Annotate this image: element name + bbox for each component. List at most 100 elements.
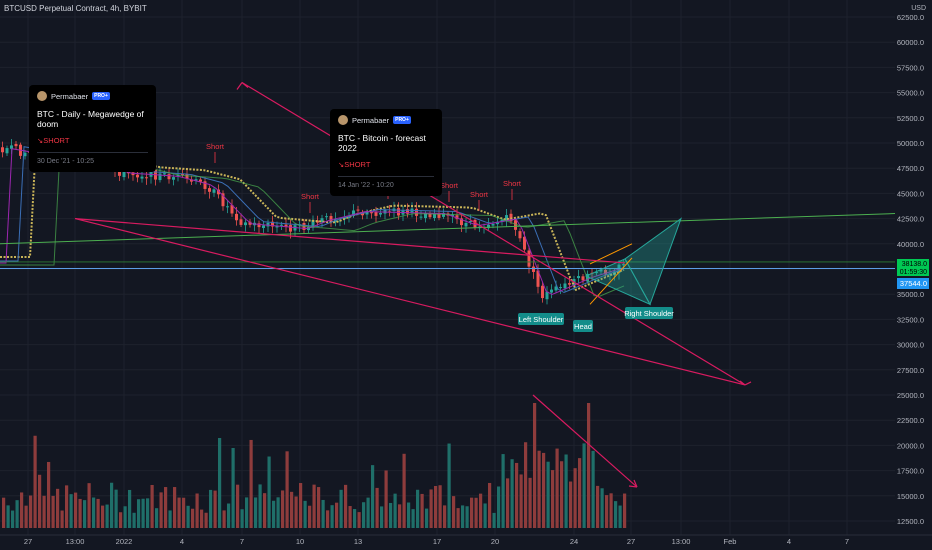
candle-body — [325, 216, 328, 218]
candle-body — [307, 226, 310, 231]
candle-body — [514, 220, 517, 230]
x-tick-label: 7 — [845, 537, 849, 546]
short-label: Short — [440, 181, 459, 190]
candle-body — [455, 215, 459, 220]
volume-bar — [326, 510, 330, 528]
volume-bar — [375, 487, 379, 528]
volume-bar — [200, 509, 204, 528]
volume-bar — [114, 489, 118, 528]
x-tick-label: 20 — [491, 537, 499, 546]
symbol-title: BTCUSD Perpetual Contract, 4h, BYBIT — [4, 4, 147, 13]
candle-body — [370, 212, 373, 214]
volume-bar — [587, 403, 591, 528]
candle-body — [433, 214, 436, 219]
candle-body — [554, 286, 558, 291]
candle-body — [469, 221, 472, 223]
volume-bar — [258, 484, 262, 528]
volume-bar — [344, 484, 348, 528]
candle-body — [352, 210, 355, 215]
volume-bar — [474, 497, 478, 528]
volume-bar — [605, 495, 609, 528]
volume-bar — [537, 450, 541, 528]
volume-bar — [551, 470, 555, 528]
y-tick-label: 17500.0 — [897, 467, 924, 476]
candle-body — [181, 174, 184, 176]
candle-body — [163, 173, 166, 175]
volume-bar — [438, 485, 442, 528]
volume-bar — [470, 497, 474, 528]
volume-bar — [384, 470, 388, 528]
idea-title[interactable]: BTC - Bitcoin - forecast 2022 — [338, 133, 426, 153]
volume-bar — [425, 508, 429, 528]
volume-bar — [227, 503, 231, 528]
y-tick-label: 55000.0 — [897, 89, 924, 98]
volume-bar — [87, 483, 91, 528]
candle-body — [212, 189, 216, 193]
candle-body — [145, 177, 148, 179]
line-price-value: 37544.0 — [900, 279, 927, 288]
candle-body — [280, 224, 283, 226]
volume-bar — [308, 505, 312, 528]
candle-body — [239, 219, 243, 225]
volume-bar — [294, 496, 298, 528]
volume-bar — [524, 442, 528, 528]
candle-body — [271, 221, 274, 227]
volume-bar — [60, 510, 64, 528]
candle-body — [500, 219, 504, 222]
author-name[interactable]: Permabaer — [51, 91, 89, 101]
volume-bar — [267, 456, 271, 528]
volume-bar — [272, 500, 276, 528]
volume-bar — [74, 492, 78, 528]
pro-badge: PRO+ — [393, 116, 411, 124]
x-tick-label: 13:00 — [66, 537, 85, 546]
volume-bar — [150, 484, 154, 528]
x-tick-label: 10 — [296, 537, 304, 546]
idea-title[interactable]: BTC - Daily - Megawedge of doom — [37, 109, 144, 129]
volume-bar — [177, 497, 181, 528]
candle-body — [496, 221, 499, 225]
y-tick-label: 57500.0 — [897, 63, 924, 72]
x-tick-label: 13 — [354, 537, 362, 546]
projection-path — [74, 82, 746, 386]
candle-body — [347, 216, 351, 218]
pattern-label-bg — [625, 307, 673, 319]
candle-body — [568, 283, 571, 285]
volume-bar — [254, 497, 258, 528]
volume-bar — [542, 452, 546, 528]
volume-bar — [389, 502, 393, 528]
volume-bar — [492, 512, 496, 528]
volume-bar — [105, 504, 109, 528]
volume-bar — [128, 489, 132, 528]
volume-bar — [371, 465, 375, 528]
volume-bar — [78, 498, 82, 528]
candle-body — [266, 222, 270, 227]
volume-bar — [546, 461, 550, 528]
volume-bar — [56, 488, 60, 528]
y-tick-label: 35000.0 — [897, 290, 924, 299]
volume-bar — [339, 489, 343, 528]
author-name[interactable]: Permabaer — [352, 115, 390, 125]
projection-arrowhead — [236, 82, 249, 90]
volume-bar — [2, 497, 6, 528]
author-avatar — [37, 91, 47, 101]
idea-timestamp: 30 Dec '21 - 10:25 — [37, 158, 94, 165]
volume-bar — [51, 495, 55, 528]
candle-body — [406, 209, 409, 214]
x-tick-label: 27 — [627, 537, 635, 546]
volume-bar — [429, 489, 433, 528]
volume-decline-arrow — [532, 394, 638, 488]
x-tick-label: 17 — [433, 537, 441, 546]
idea-card-forecast[interactable]: Permabaer PRO+ BTC - Bitcoin - forecast 2… — [330, 109, 442, 196]
y-tick-label: 15000.0 — [897, 492, 924, 501]
volume-bar — [416, 489, 420, 528]
volume-bar — [443, 505, 447, 528]
volume-bar — [465, 506, 469, 528]
candle-body — [541, 285, 544, 299]
volume-bar — [528, 477, 532, 528]
volume-bar — [213, 490, 217, 528]
idea-card-megawedge[interactable]: Permabaer PRO+ BTC - Daily - Megawedge of… — [29, 85, 156, 172]
volume-bar — [533, 403, 537, 528]
candle-body — [527, 250, 531, 267]
volume-bar — [119, 512, 123, 528]
